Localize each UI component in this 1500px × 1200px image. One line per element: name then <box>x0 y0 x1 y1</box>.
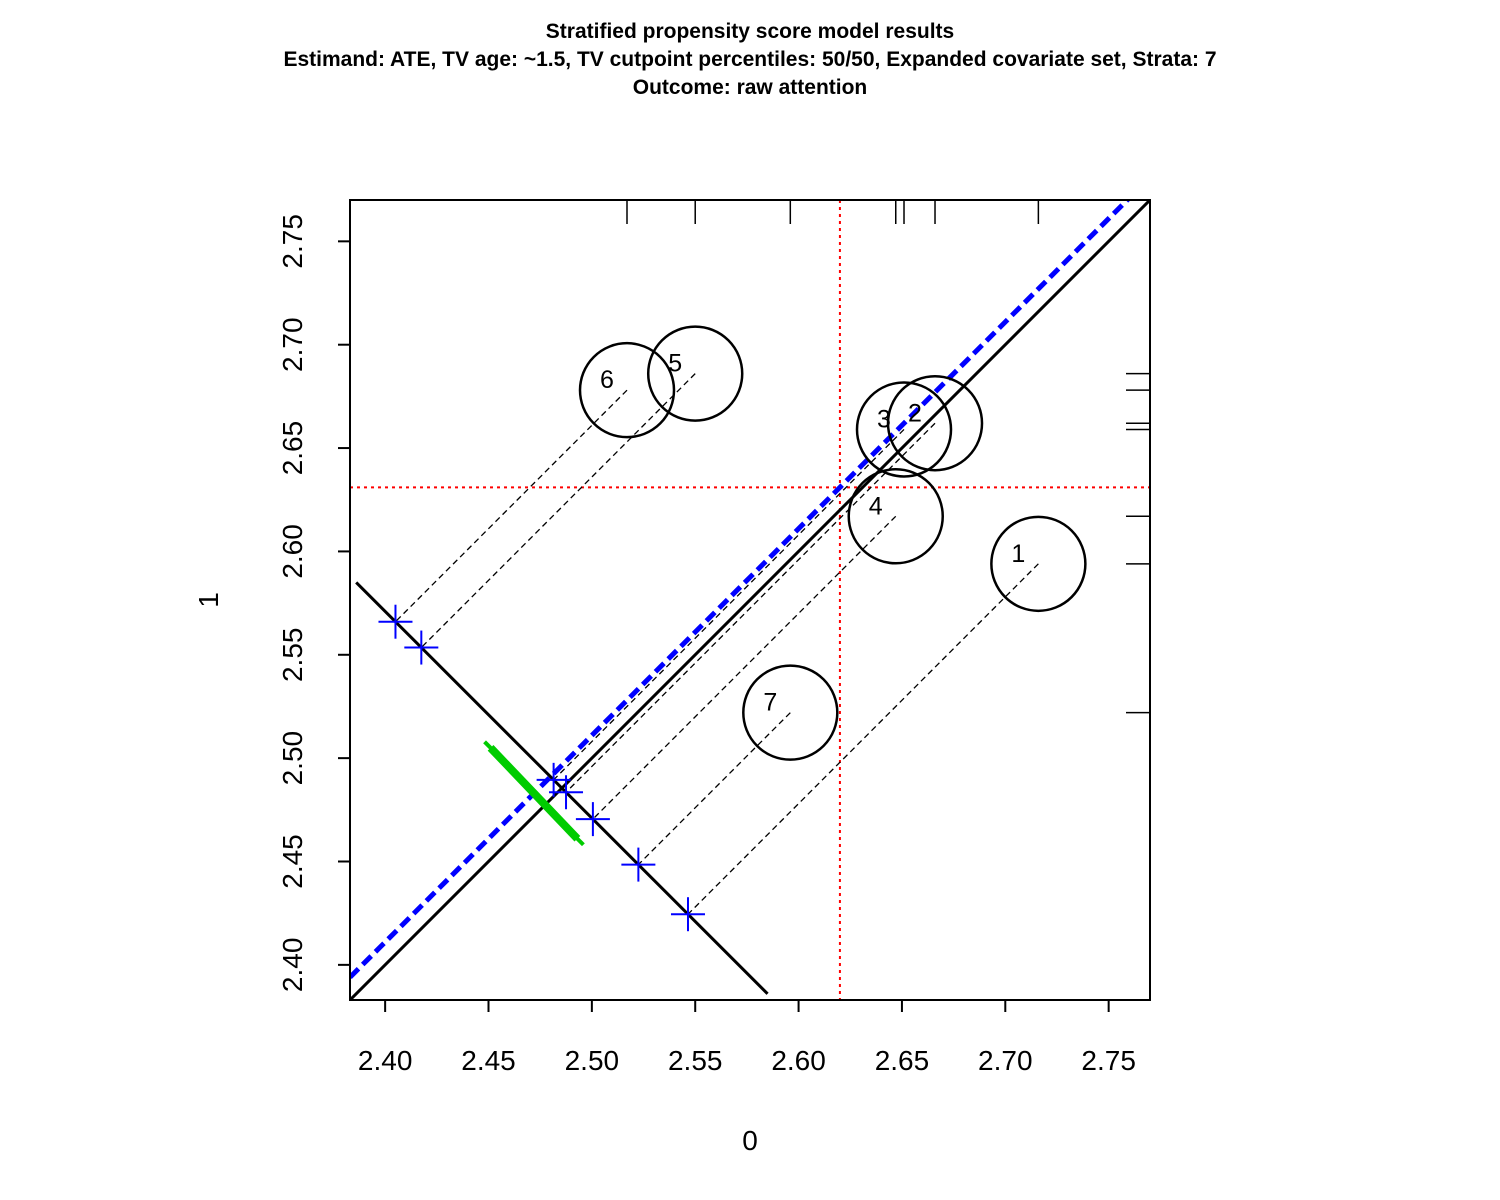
x-axis-label: 0 <box>742 1125 758 1156</box>
y-tick-label: 2.40 <box>277 938 308 993</box>
stratum-circle-1 <box>990 515 1087 613</box>
x-tick-label: 2.40 <box>358 1045 413 1076</box>
y-axis-label: 1 <box>193 592 224 608</box>
projection-line-3 <box>553 428 905 781</box>
stratum-circle-5 <box>646 325 744 422</box>
chart-title: Stratified propensity score model result… <box>545 20 955 43</box>
projection-line-2 <box>565 422 936 793</box>
projection-line-4 <box>592 515 897 820</box>
stratum-label-5: 5 <box>668 350 682 378</box>
stratum-circle-6 <box>578 341 676 439</box>
y-tick-label: 2.50 <box>277 731 308 786</box>
x-tick-label: 2.55 <box>668 1045 723 1076</box>
x-tick-label: 2.60 <box>771 1045 826 1076</box>
chart-subtitle: Estimand: ATE, TV age: ~1.5, TV cutpoint… <box>283 48 1217 71</box>
chart-subtitle-2: Outcome: raw attention <box>632 76 868 99</box>
y-tick-label: 2.70 <box>277 317 308 372</box>
x-tick-label: 2.65 <box>875 1045 930 1076</box>
identity-line <box>350 200 1150 1000</box>
stratum-label-4: 4 <box>869 492 883 520</box>
projection-axis <box>355 581 769 995</box>
ci-cap-2 <box>569 831 585 847</box>
y-tick-label: 2.55 <box>277 628 308 683</box>
plot-frame <box>349 199 1151 1001</box>
stratum-circle-4 <box>847 468 944 565</box>
projection-line-5 <box>420 373 696 649</box>
x-tick-label: 2.50 <box>565 1045 620 1076</box>
projection-line-6 <box>395 389 628 623</box>
x-tick-label: 2.70 <box>978 1045 1033 1076</box>
ci-line <box>487 745 581 842</box>
projection-line-7 <box>637 712 791 866</box>
y-tick-label: 2.45 <box>277 834 308 889</box>
effect-line <box>350 200 1131 980</box>
stratum-circle-2 <box>886 375 984 472</box>
stratum-label-3: 3 <box>877 405 891 433</box>
x-tick-label: 2.75 <box>1081 1045 1136 1076</box>
x-tick-label: 2.45 <box>461 1045 516 1076</box>
stratum-label-6: 6 <box>600 366 614 394</box>
stratum-label-7: 7 <box>763 689 777 717</box>
y-tick-label: 2.65 <box>277 421 308 476</box>
y-tick-label: 2.75 <box>277 214 308 269</box>
ci-cap-1 <box>483 740 498 756</box>
stratum-label-1: 1 <box>1011 540 1025 568</box>
stratum-circle-7 <box>742 664 839 761</box>
y-tick-label: 2.60 <box>277 524 308 579</box>
chart-titles: Stratified propensity score model result… <box>0 18 1500 102</box>
projection-line-1 <box>687 563 1039 915</box>
stratum-circle-3 <box>855 381 953 478</box>
stratum-label-2: 2 <box>908 399 922 427</box>
